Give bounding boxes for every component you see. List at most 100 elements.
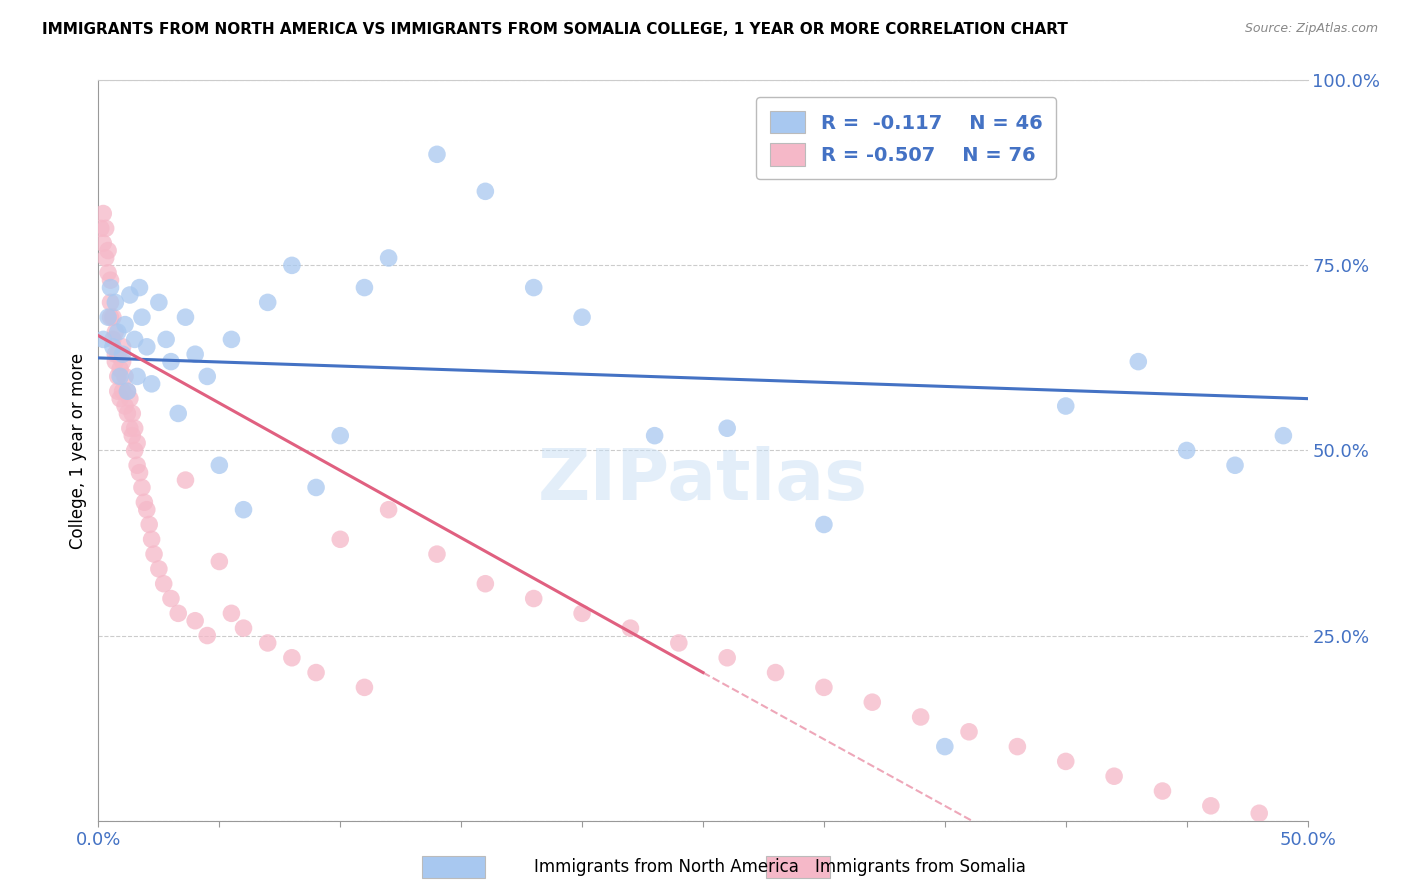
Point [155, 332, 177, 346]
Point [281, 259, 304, 273]
Point [117, 407, 139, 421]
Point [305, 665, 328, 680]
Point [114, 399, 136, 413]
Point [117, 384, 139, 399]
Point [426, 147, 449, 161]
Point [100, 273, 122, 287]
Point [117, 384, 139, 399]
Point [135, 502, 157, 516]
Point [765, 665, 787, 680]
Point [118, 288, 141, 302]
Point [111, 340, 134, 354]
Point [934, 739, 956, 754]
Point [148, 295, 170, 310]
Point [160, 354, 183, 368]
Point [523, 591, 546, 606]
Point [107, 384, 129, 399]
Point [94, 221, 117, 235]
Point [124, 421, 146, 435]
Point [107, 347, 129, 361]
Point [90, 221, 112, 235]
Point [131, 480, 153, 494]
Point [148, 562, 170, 576]
Point [167, 607, 190, 621]
Point [668, 636, 690, 650]
Point [256, 295, 278, 310]
Point [329, 428, 352, 442]
Point [107, 369, 129, 384]
Point [114, 369, 136, 384]
Point [91, 236, 114, 251]
Point [426, 547, 449, 561]
Point [111, 347, 134, 361]
Point [160, 591, 183, 606]
Point [127, 436, 149, 450]
Point [128, 280, 150, 294]
Point [813, 681, 835, 695]
Point [353, 280, 375, 294]
Point [108, 362, 131, 376]
Point [571, 607, 593, 621]
Point [143, 547, 166, 561]
Point [104, 354, 127, 368]
Point [377, 502, 399, 516]
Point [195, 369, 218, 384]
Point [97, 244, 120, 258]
Point [118, 421, 141, 435]
Point [152, 576, 174, 591]
Point [1175, 443, 1198, 458]
Point [104, 347, 127, 361]
Point [232, 621, 254, 635]
Point [100, 310, 122, 325]
Point [138, 517, 160, 532]
Point [377, 251, 399, 265]
Point [108, 392, 131, 406]
Point [1054, 755, 1077, 769]
Point [124, 332, 146, 346]
Point [174, 473, 197, 487]
Point [118, 392, 141, 406]
Point [1223, 458, 1246, 473]
Point [232, 502, 254, 516]
Point [104, 325, 127, 339]
Point [121, 407, 143, 421]
Point [94, 251, 117, 265]
Point [644, 428, 666, 442]
Point [208, 555, 231, 569]
Point [813, 517, 835, 532]
Point [111, 384, 134, 399]
Point [619, 621, 641, 635]
Point [256, 636, 278, 650]
Point [329, 533, 352, 547]
Point [127, 458, 149, 473]
Point [124, 443, 146, 458]
Point [1007, 739, 1029, 754]
Point [104, 295, 127, 310]
Point [1128, 354, 1150, 368]
Text: IMMIGRANTS FROM NORTH AMERICA VS IMMIGRANTS FROM SOMALIA COLLEGE, 1 YEAR OR MORE: IMMIGRANTS FROM NORTH AMERICA VS IMMIGRA… [42, 22, 1069, 37]
Point [353, 681, 375, 695]
Point [121, 428, 143, 442]
Point [108, 369, 131, 384]
Point [101, 332, 124, 346]
Point [114, 318, 136, 332]
Point [1249, 806, 1271, 821]
Point [716, 421, 738, 435]
Point [131, 310, 153, 325]
Point [127, 369, 149, 384]
Point [91, 332, 114, 346]
Point [1199, 798, 1222, 813]
Point [1272, 428, 1295, 442]
Point [97, 310, 120, 325]
Point [141, 376, 163, 391]
Text: ZIPatlas: ZIPatlas [538, 446, 868, 515]
Point [107, 325, 129, 339]
Legend: R =  -0.117    N = 46, R = -0.507    N = 76: R = -0.117 N = 46, R = -0.507 N = 76 [756, 97, 1056, 179]
Point [174, 310, 197, 325]
Point [957, 724, 980, 739]
Point [305, 480, 328, 494]
Point [1054, 399, 1077, 413]
Point [208, 458, 231, 473]
Point [135, 340, 157, 354]
Point [1102, 769, 1125, 783]
